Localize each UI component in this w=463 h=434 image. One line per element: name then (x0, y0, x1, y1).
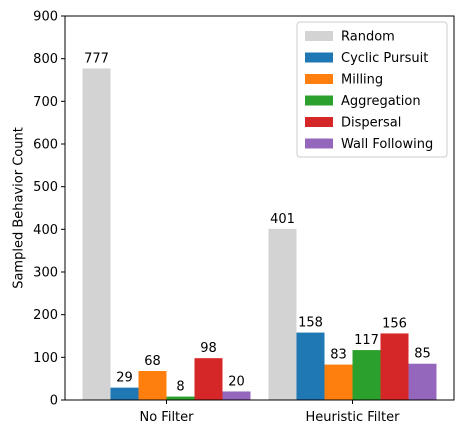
data-label-cyclic-pursuit-0: 29 (116, 371, 133, 386)
y-tick-label: 800 (33, 52, 58, 67)
data-label-wall-following-1: 85 (414, 347, 431, 362)
bar-random-0 (82, 68, 111, 400)
legend-label-dispersal: Dispersal (341, 116, 401, 131)
y-tick-label: 100 (33, 351, 58, 366)
bar-milling-0 (138, 370, 167, 400)
legend-swatch-wall-following (305, 138, 333, 149)
legend-swatch-dispersal (305, 117, 333, 127)
data-label-random-0: 777 (84, 51, 109, 66)
data-label-dispersal-0: 98 (200, 341, 217, 356)
legend-swatch-milling (305, 74, 333, 84)
x-axis: No Filter Heuristic Filter (139, 400, 400, 425)
y-axis-label: Sampled Behavior Count (12, 127, 27, 289)
y-tick-label: 700 (33, 95, 58, 110)
y-axis: 0 100 200 300 400 500 600 700 800 900 (33, 10, 65, 409)
bar-dispersal-0 (194, 358, 223, 400)
data-labels-group: 777 401 29 158 68 83 8 117 98 156 20 85 (84, 51, 431, 394)
y-tick-label: 400 (33, 223, 58, 238)
plot-area-frame (64, 15, 455, 401)
bar-random-1 (268, 228, 297, 400)
data-label-dispersal-1: 156 (382, 316, 407, 331)
x-tick-label: Heuristic Filter (306, 410, 401, 425)
y-tick-label: 300 (33, 266, 58, 281)
bar-aggregation-0 (166, 396, 195, 400)
legend-swatch-cyclic-pursuit (305, 52, 333, 63)
legend-swatch-random (305, 31, 333, 41)
bars-group (82, 68, 437, 400)
data-label-aggregation-1: 117 (354, 333, 379, 348)
data-label-aggregation-0: 8 (176, 380, 184, 395)
legend-label-cyclic-pursuit: Cyclic Pursuit (341, 51, 428, 66)
bar-wall-following-0 (222, 391, 251, 400)
y-tick-label: 0 (50, 394, 58, 409)
data-label-wall-following-0: 20 (228, 374, 245, 389)
bar-milling-1 (324, 364, 353, 400)
data-label-milling-1: 83 (330, 348, 347, 363)
y-tick-label: 200 (33, 308, 58, 323)
legend: Random Cyclic Pursuit Milling Aggregation Di… (296, 21, 448, 158)
bar-wall-following-1 (408, 363, 437, 400)
bar-cyclic-pursuit-0 (110, 387, 139, 400)
y-tick-label: 500 (33, 180, 58, 195)
x-tick-label: No Filter (139, 410, 194, 425)
legend-label-milling: Milling (341, 73, 383, 88)
bar-aggregation-1 (352, 350, 381, 400)
bar-cyclic-pursuit-1 (296, 332, 325, 400)
data-label-random-1: 401 (270, 212, 295, 227)
legend-label-random: Random (341, 30, 395, 45)
bar-dispersal-1 (380, 333, 409, 400)
y-tick-label: 600 (33, 138, 58, 153)
data-label-milling-0: 68 (144, 354, 161, 369)
legend-label-aggregation: Aggregation (341, 94, 421, 109)
legend-box (296, 21, 448, 158)
legend-swatch-aggregation (305, 95, 333, 106)
legend-label-wall-following: Wall Following (341, 137, 433, 152)
y-tick-label: 900 (33, 10, 58, 25)
data-label-cyclic-pursuit-1: 158 (298, 316, 323, 331)
